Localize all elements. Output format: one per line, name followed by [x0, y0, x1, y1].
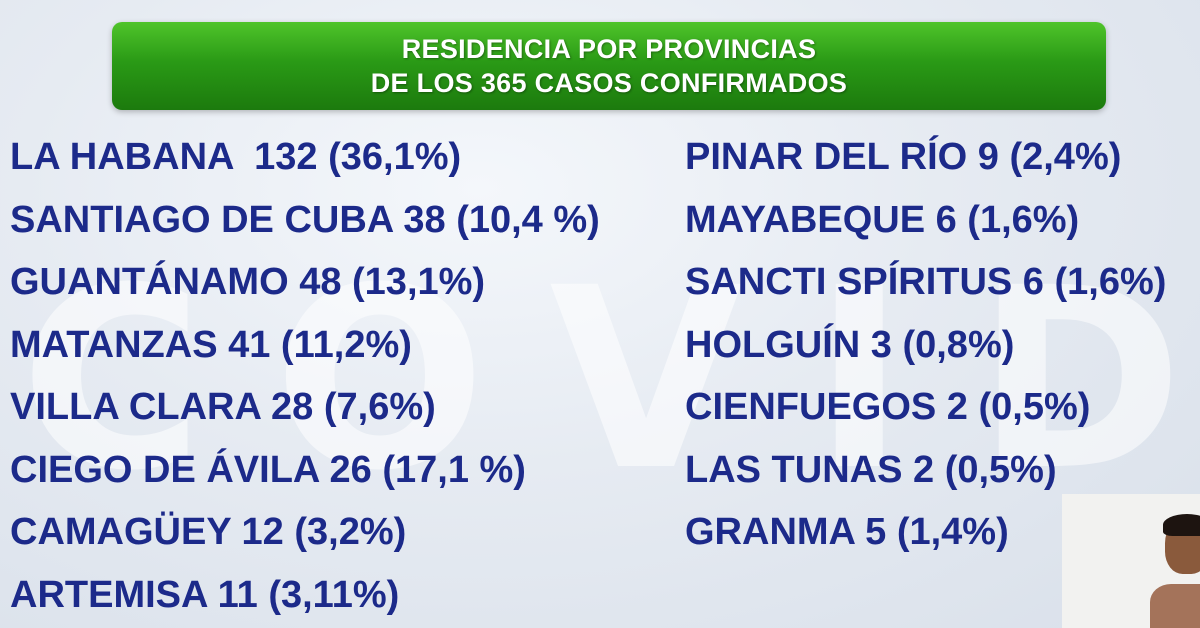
province-text: LAS TUNAS 2 (0,5%) — [685, 448, 1057, 491]
province-row: MATANZAS 41 (11,2%) — [10, 314, 670, 377]
province-row: LAS TUNAS 2 (0,5%) — [685, 439, 1200, 502]
province-text: LA HABANA 132 (36,1%) — [10, 136, 462, 178]
province-row: SANTIAGO DE CUBA 38 (10,4 %) — [10, 189, 670, 252]
province-text: CIEGO DE ÁVILA 26 (17,1 %) — [10, 448, 526, 491]
province-row: SANCTI SPÍRITUS 6 (1,6%) — [685, 251, 1200, 314]
province-text: GUANTÁNAMO 48 (13,1%) — [10, 261, 486, 303]
province-row: ARTEMISA 11 (3,11%) — [10, 564, 670, 627]
title-banner: RESIDENCIA POR PROVINCIAS DE LOS 365 CAS… — [112, 22, 1106, 110]
province-text: CAMAGÜEY 12 (3,2%) — [10, 511, 407, 553]
province-row: HOLGUÍN 3 (0,8%) — [685, 314, 1200, 377]
title-line-1: RESIDENCIA POR PROVINCIAS — [401, 34, 817, 64]
province-text: MATANZAS 41 (11,2%) — [10, 323, 412, 366]
presenter-body — [1150, 584, 1200, 628]
province-row: CAMAGÜEY 12 (3,2%) — [10, 501, 670, 564]
province-row: GUANTÁNAMO 48 (13,1%) — [10, 251, 670, 314]
province-row: CIENFUEGOS 2 (0,5%) — [685, 376, 1200, 439]
presenter-hair — [1163, 514, 1200, 536]
province-row: PINAR DEL RÍO 9 (2,4%) — [685, 126, 1200, 189]
province-row: VILLA CLARA 28 (7,6%) — [10, 376, 670, 439]
province-row: GRANMA 5 (1,4%) — [685, 501, 1200, 564]
province-text: VILLA CLARA 28 (7,6%) — [10, 386, 436, 428]
right-province-list: PINAR DEL RÍO 9 (2,4%) MAYABEQUE 6 (1,6%… — [685, 126, 1200, 564]
left-province-list: LA HABANA 132 (36,1%) SANTIAGO DE CUBA 3… — [10, 126, 670, 626]
province-text: SANCTI SPÍRITUS 6 (1,6%) — [685, 261, 1167, 303]
province-text: PINAR DEL RÍO 9 (2,4%) — [685, 136, 1122, 178]
title-line-2: DE LOS 365 CASOS CONFIRMADOS — [370, 68, 848, 98]
province-text: CIENFUEGOS 2 (0,5%) — [685, 386, 1091, 428]
province-row: LA HABANA 132 (36,1%) — [10, 126, 670, 189]
covid-watermark: COVID-19 — [20, 250, 1200, 510]
province-text: SANTIAGO DE CUBA 38 (10,4 %) — [10, 198, 600, 241]
province-text: MAYABEQUE 6 (1,6%) — [685, 198, 1080, 241]
province-text: GRANMA 5 (1,4%) — [685, 511, 1009, 553]
presenter-video-inset — [1062, 494, 1200, 628]
province-text: HOLGUÍN 3 (0,8%) — [685, 323, 1015, 366]
province-row: CIEGO DE ÁVILA 26 (17,1 %) — [10, 439, 670, 502]
province-text: ARTEMISA 11 (3,11%) — [10, 573, 400, 616]
province-row: MAYABEQUE 6 (1,6%) — [685, 189, 1200, 252]
